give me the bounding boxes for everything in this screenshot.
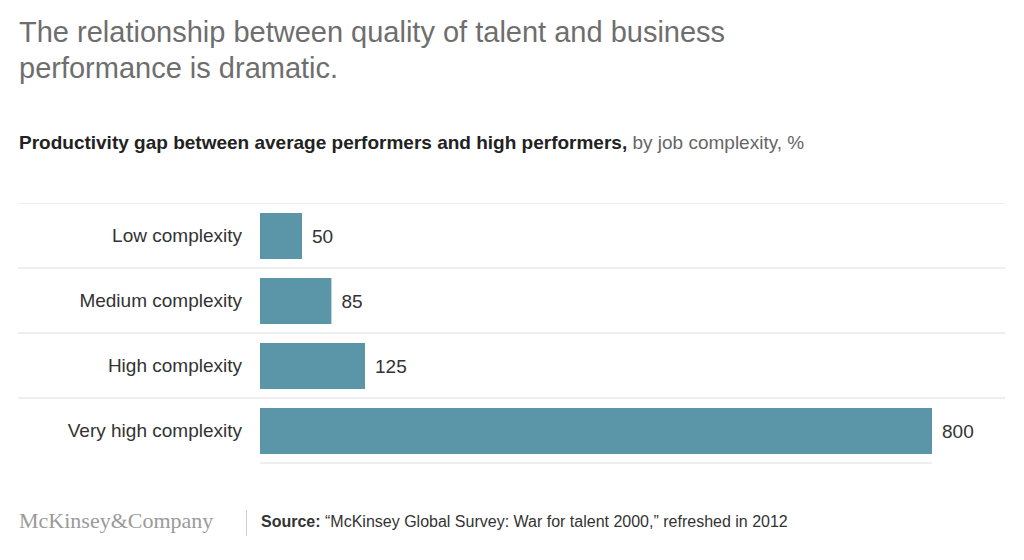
svg-text:Medium complexity: Medium complexity bbox=[79, 290, 242, 311]
svg-text:85: 85 bbox=[341, 291, 362, 312]
html-text:McKinsey&Company: McKinsey&Company bbox=[19, 508, 214, 533]
html-text:The relationship between quali: The relationship between quality of tale… bbox=[19, 16, 726, 84]
svg-text:125: 125 bbox=[375, 356, 407, 377]
html-text:Productivity gap between avera: Productivity gap between average perform… bbox=[19, 132, 805, 153]
svg-text:High complexity: High complexity bbox=[108, 355, 243, 376]
svg-text:Very high complexity: Very high complexity bbox=[68, 420, 243, 441]
svg-text:50: 50 bbox=[312, 226, 333, 247]
svg-text:Low complexity: Low complexity bbox=[112, 225, 242, 246]
svg-text:800: 800 bbox=[942, 421, 974, 442]
html-text:Source: “McKinsey Global Surve: Source: “McKinsey Global Survey: War for… bbox=[261, 513, 788, 530]
